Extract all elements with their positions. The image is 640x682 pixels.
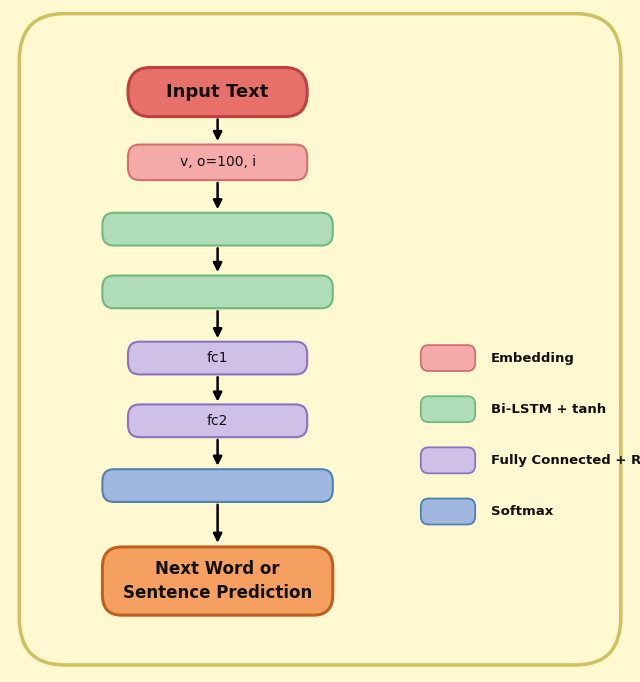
FancyBboxPatch shape <box>128 342 307 374</box>
Text: Input Text: Input Text <box>166 83 269 101</box>
FancyBboxPatch shape <box>128 404 307 437</box>
FancyBboxPatch shape <box>102 213 333 246</box>
FancyBboxPatch shape <box>19 14 621 665</box>
FancyBboxPatch shape <box>421 396 475 422</box>
FancyBboxPatch shape <box>128 68 307 117</box>
Text: Embedding: Embedding <box>492 351 575 365</box>
Text: fc2: fc2 <box>207 414 228 428</box>
FancyBboxPatch shape <box>128 145 307 180</box>
Text: Next Word or
Sentence Prediction: Next Word or Sentence Prediction <box>123 561 312 602</box>
Text: Softmax: Softmax <box>492 505 554 518</box>
Text: fc1: fc1 <box>207 351 228 365</box>
FancyBboxPatch shape <box>421 345 475 371</box>
Text: v, o=100, i: v, o=100, i <box>180 155 255 169</box>
FancyBboxPatch shape <box>102 547 333 615</box>
FancyBboxPatch shape <box>421 447 475 473</box>
Text: Fully Connected + ReLU: Fully Connected + ReLU <box>492 454 640 467</box>
FancyBboxPatch shape <box>102 276 333 308</box>
Text: Bi-LSTM + tanh: Bi-LSTM + tanh <box>492 402 606 416</box>
FancyBboxPatch shape <box>102 469 333 502</box>
FancyBboxPatch shape <box>421 499 475 524</box>
